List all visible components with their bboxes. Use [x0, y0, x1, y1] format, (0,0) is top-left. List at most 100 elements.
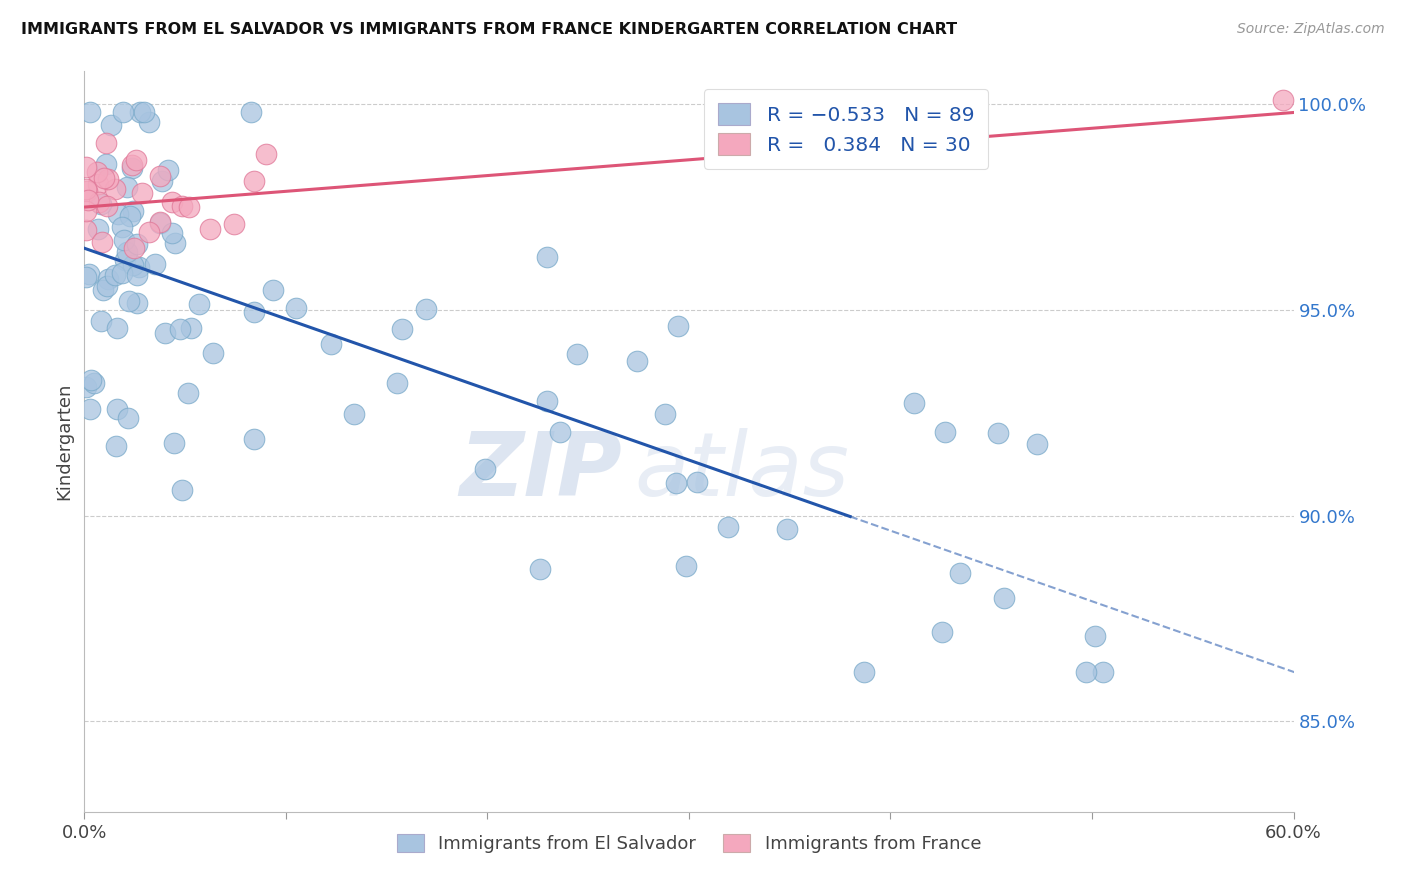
- Point: [75, 160, 97, 174]
- Point: [75, 269, 97, 284]
- Point: [1074, 665, 1097, 679]
- Point: [385, 376, 408, 391]
- Point: [1084, 629, 1107, 643]
- Point: [1091, 665, 1114, 679]
- Point: [122, 204, 145, 219]
- Point: [125, 296, 148, 310]
- Point: [124, 241, 146, 255]
- Point: [149, 215, 172, 229]
- Point: [172, 483, 194, 497]
- Point: [115, 180, 138, 194]
- Point: [284, 301, 307, 316]
- Point: [115, 244, 138, 259]
- Point: [180, 320, 202, 334]
- Point: [89, 314, 111, 328]
- Point: [240, 105, 263, 120]
- Point: [169, 322, 191, 336]
- Point: [993, 591, 1015, 605]
- Text: ZIP: ZIP: [460, 427, 623, 515]
- Point: [83, 376, 105, 390]
- Point: [852, 665, 875, 679]
- Point: [626, 354, 648, 368]
- Point: [153, 326, 176, 340]
- Point: [160, 227, 183, 241]
- Point: [125, 153, 148, 168]
- Point: [125, 268, 148, 282]
- Point: [949, 566, 972, 580]
- Point: [1025, 436, 1047, 450]
- Point: [112, 105, 135, 120]
- Point: [550, 425, 572, 440]
- Point: [107, 207, 129, 221]
- Point: [105, 439, 128, 453]
- Text: IMMIGRANTS FROM EL SALVADOR VS IMMIGRANTS FROM FRANCE KINDERGARTEN CORRELATION C: IMMIGRANTS FROM EL SALVADOR VS IMMIGRANT…: [21, 22, 957, 37]
- Point: [224, 217, 246, 231]
- Point: [987, 425, 1010, 440]
- Point: [254, 147, 277, 161]
- Point: [100, 118, 122, 132]
- Point: [391, 322, 413, 336]
- Point: [105, 402, 128, 417]
- Point: [243, 432, 266, 446]
- Point: [75, 222, 97, 236]
- Point: [138, 225, 160, 239]
- Point: [934, 425, 956, 440]
- Point: [163, 236, 186, 251]
- Point: [111, 267, 134, 281]
- Point: [79, 105, 101, 120]
- Point: [97, 172, 120, 186]
- Point: [172, 199, 194, 213]
- Point: [666, 318, 689, 333]
- Point: [242, 304, 264, 318]
- Point: [474, 462, 496, 476]
- Point: [931, 625, 953, 640]
- Point: [903, 396, 925, 410]
- Point: [97, 271, 120, 285]
- Point: [75, 182, 97, 196]
- Point: [79, 401, 101, 416]
- Point: [91, 235, 114, 249]
- Point: [117, 411, 139, 425]
- Point: [96, 157, 118, 171]
- Point: [93, 171, 115, 186]
- Point: [111, 219, 134, 234]
- Point: [675, 558, 697, 573]
- Point: [75, 380, 97, 394]
- Point: [163, 435, 186, 450]
- Point: [157, 162, 180, 177]
- Point: [262, 283, 284, 297]
- Text: Source: ZipAtlas.com: Source: ZipAtlas.com: [1237, 22, 1385, 37]
- Point: [134, 105, 156, 120]
- Point: [104, 182, 127, 196]
- Point: [536, 393, 558, 408]
- Point: [75, 204, 97, 219]
- Point: [319, 336, 342, 351]
- Point: [120, 209, 142, 223]
- Point: [105, 320, 128, 334]
- Point: [76, 184, 98, 198]
- Point: [1272, 93, 1295, 107]
- Point: [112, 234, 135, 248]
- Point: [200, 221, 222, 235]
- Point: [94, 136, 117, 151]
- Point: [118, 294, 141, 309]
- Point: [121, 161, 143, 175]
- Point: [90, 197, 112, 211]
- Point: [121, 157, 143, 171]
- Point: [149, 169, 172, 184]
- Point: [149, 216, 172, 230]
- Point: [96, 279, 118, 293]
- Point: [176, 386, 198, 401]
- Point: [529, 562, 551, 576]
- Point: [654, 407, 676, 421]
- Point: [188, 297, 211, 311]
- Point: [96, 199, 118, 213]
- Point: [114, 252, 136, 267]
- Point: [342, 407, 364, 421]
- Point: [201, 346, 224, 360]
- Text: atlas: atlas: [634, 428, 849, 514]
- Point: [776, 522, 799, 536]
- Point: [129, 105, 152, 120]
- Point: [143, 257, 166, 271]
- Point: [415, 301, 437, 316]
